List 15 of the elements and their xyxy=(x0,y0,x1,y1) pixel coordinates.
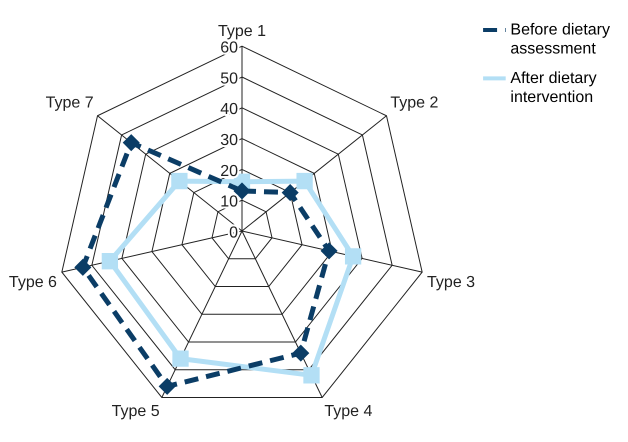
legend-label: After dietary intervention xyxy=(510,70,597,106)
y-tick-label: 50 xyxy=(220,70,238,88)
y-tick-label: 30 xyxy=(220,132,238,150)
legend-label: Before dietary assessment xyxy=(510,21,610,58)
y-tick-label: 10 xyxy=(220,194,238,211)
spoke-label: Type 4 xyxy=(324,403,372,420)
spoke-label: Type 5 xyxy=(112,403,160,420)
spoke-label: Type 6 xyxy=(8,274,58,292)
spoke-label: Type 3 xyxy=(427,274,476,292)
y-tick-label: 60 xyxy=(220,40,238,57)
y-tick-label: 20 xyxy=(220,162,238,180)
y-tick-label: 40 xyxy=(220,101,238,118)
spoke-label: Type 1 xyxy=(218,23,266,40)
spoke-label: Type 7 xyxy=(46,94,94,112)
spoke-label: Type 2 xyxy=(390,94,439,112)
